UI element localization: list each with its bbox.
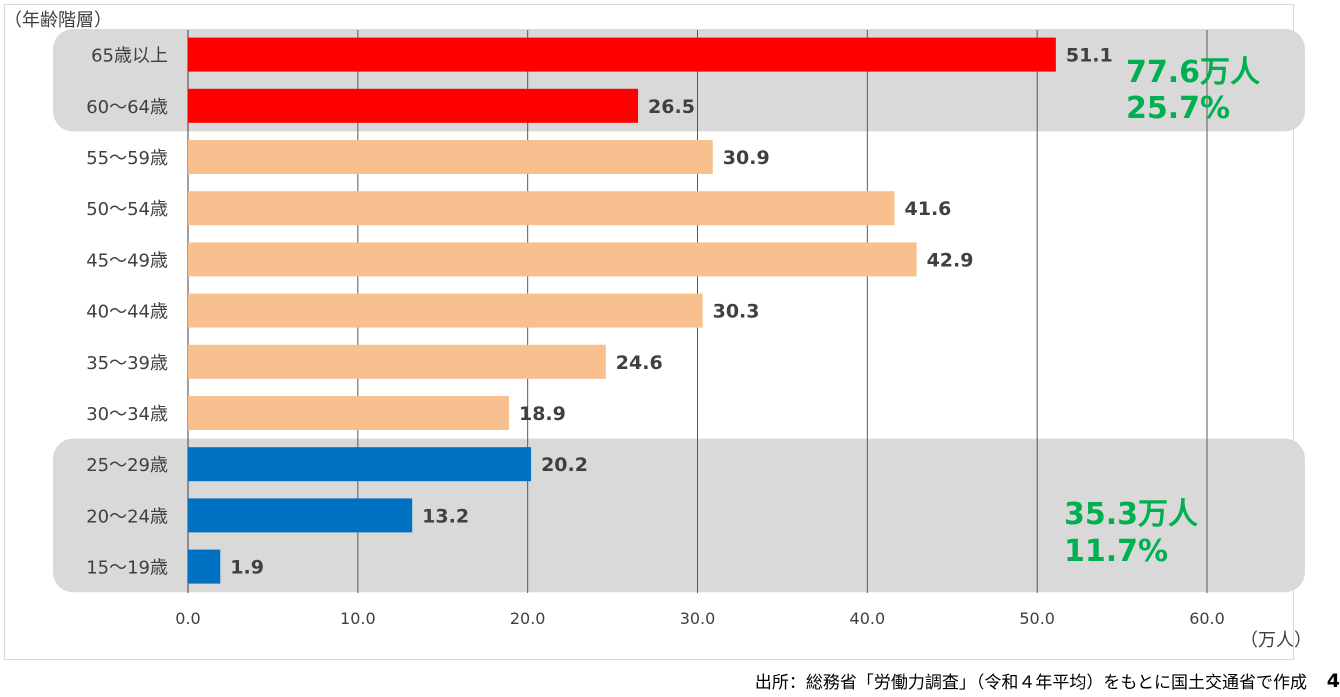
- bar: [188, 498, 413, 533]
- value-label: 13.2: [422, 505, 469, 527]
- value-label: 42.9: [927, 249, 974, 271]
- bar: [188, 396, 509, 430]
- bar: [188, 293, 703, 328]
- x-tick-label: 20.0: [510, 609, 546, 628]
- x-tick-label: 0.0: [175, 609, 200, 628]
- category-label: 55～59歳: [86, 148, 168, 169]
- x-tick-label: 60.0: [1189, 609, 1225, 628]
- value-label: 41.6: [905, 198, 952, 220]
- category-label: 35～39歳: [86, 353, 168, 374]
- x-tick-labels: 0.0 10.0 20.0 30.0 40.0 50.0 60.0: [175, 609, 1225, 628]
- value-labels: 51.1 26.5 30.9 41.6 42.9 30.3 24.6 18.9 20.2 13.2…: [230, 45, 1112, 579]
- value-label: 51.1: [1066, 45, 1113, 67]
- bar: [188, 242, 917, 277]
- bar: [188, 191, 895, 226]
- source-note: 出所：総務省「労働力調査」（令和４年平均）をもとに国土交通省で作成: [754, 673, 1307, 693]
- value-label: 24.6: [616, 352, 663, 374]
- bar: [188, 140, 713, 174]
- category-label: 40～44歳: [86, 302, 168, 323]
- category-label: 50～54歳: [86, 199, 168, 220]
- x-tick-label: 10.0: [340, 609, 376, 628]
- bar: [188, 344, 606, 379]
- category-labels: 65歳以上 60～64歳 55～59歳 50～54歳 45～49歳 40～44歳 35～39…: [86, 46, 168, 579]
- category-label: 45～49歳: [86, 250, 168, 271]
- y-axis-title: （年齢階層）: [4, 10, 112, 31]
- category-label: 30～34歳: [86, 404, 168, 425]
- category-label: 20～24歳: [86, 506, 168, 527]
- value-label: 30.9: [723, 147, 770, 169]
- value-label: 20.2: [541, 454, 588, 476]
- category-label: 60～64歳: [86, 97, 168, 118]
- value-label: 30.3: [713, 301, 760, 323]
- category-label: 25～29歳: [86, 455, 168, 476]
- value-label: 26.5: [648, 96, 695, 118]
- x-unit-label: （万人）: [1240, 630, 1312, 651]
- x-tick-label: 40.0: [850, 609, 886, 628]
- annotation-share-young: 11.7%: [1064, 534, 1168, 569]
- annotation-total-young: 35.3万人: [1064, 497, 1198, 532]
- value-label: 18.9: [519, 403, 566, 425]
- annotation-share-older: 25.7%: [1126, 91, 1230, 126]
- bars: [188, 37, 1056, 584]
- page-number: 4: [1326, 670, 1340, 692]
- bar: [188, 37, 1056, 72]
- bar: [188, 447, 532, 482]
- category-label: 65歳以上: [91, 46, 168, 67]
- category-label: 15～19歳: [86, 558, 168, 579]
- bar: [188, 549, 221, 584]
- value-label: 1.9: [230, 557, 264, 579]
- x-tick-label: 30.0: [680, 609, 716, 628]
- bar: [188, 88, 639, 123]
- annotation-total-older: 77.6万人: [1126, 55, 1260, 90]
- x-tick-label: 50.0: [1019, 609, 1055, 628]
